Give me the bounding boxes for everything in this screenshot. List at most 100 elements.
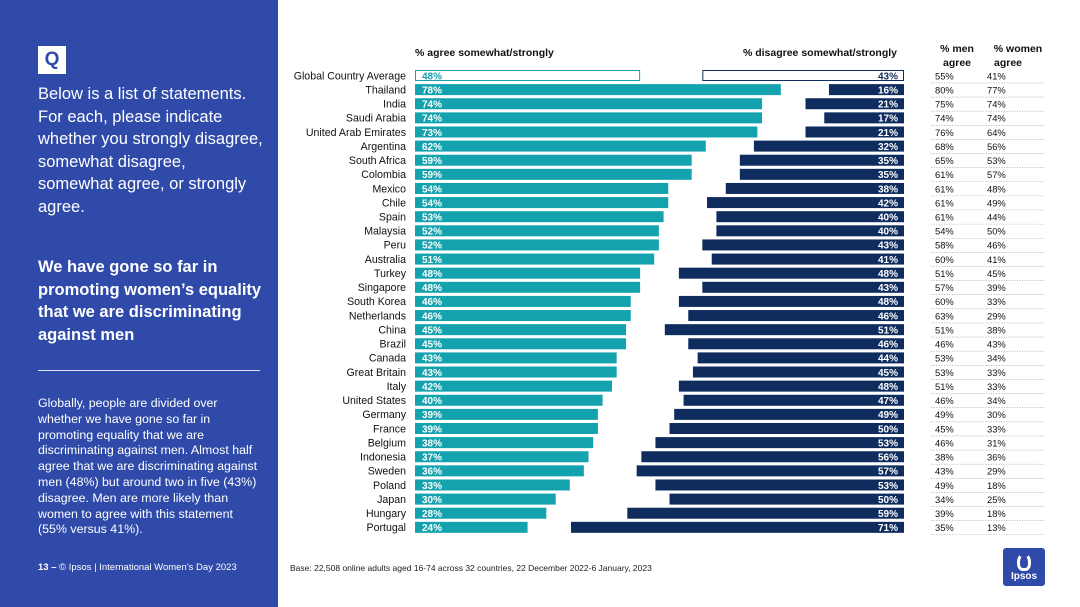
women-agree-value: 74% [987, 99, 1006, 110]
agree-value-label: 37% [422, 453, 442, 464]
men-agree-value: 74% [935, 113, 954, 124]
divider [38, 370, 260, 371]
disagree-value-label: 16% [878, 85, 898, 96]
disagree-bar [669, 423, 904, 434]
agree-bar [415, 168, 692, 180]
country-label: Peru [384, 240, 406, 252]
men-agree-value: 58% [935, 240, 954, 251]
country-label: Italy [387, 381, 407, 393]
women-agree-value: 43% [987, 339, 1006, 350]
agree-value-label: 53% [422, 213, 442, 224]
disagree-bar [674, 408, 904, 420]
country-label: Belgium [368, 437, 406, 449]
men-header-2: agree [943, 57, 971, 69]
country-label: Australia [365, 254, 406, 266]
agree-bar [415, 84, 781, 96]
disagree-bar [828, 84, 904, 96]
women-agree-value: 33% [987, 296, 1006, 307]
women-agree-value: 29% [987, 466, 1006, 477]
disagree-value-label: 59% [878, 509, 898, 520]
disagree-bar [725, 182, 904, 194]
men-agree-value: 61% [935, 169, 954, 180]
women-agree-value: 18% [987, 508, 1006, 519]
disagree-bar [688, 338, 904, 350]
men-agree-value: 80% [935, 84, 954, 95]
women-agree-value: 34% [987, 353, 1006, 364]
agree-value-label: 39% [422, 410, 442, 421]
disagree-value-label: 50% [878, 495, 898, 506]
ipsos-logo: Ipsos [1003, 548, 1045, 586]
men-agree-value: 53% [935, 367, 954, 378]
agree-bar [415, 451, 589, 463]
country-label: Global Country Average [294, 70, 406, 82]
disagree-value-label: 51% [878, 325, 898, 336]
men-agree-value: 61% [935, 183, 954, 194]
agree-bar [415, 239, 659, 251]
agree-value-label: 33% [422, 481, 442, 492]
disagree-value-label: 48% [878, 297, 898, 308]
country-label: Indonesia [360, 452, 406, 464]
women-agree-value: 29% [987, 310, 1006, 321]
country-label: United States [342, 395, 406, 407]
agree-value-label: 74% [422, 100, 442, 111]
footer-separator: – [51, 562, 57, 573]
agree-bar [415, 281, 641, 293]
country-label: United Arab Emirates [306, 127, 406, 139]
agree-bar [415, 465, 584, 477]
country-label: Malaysia [364, 226, 406, 238]
agree-header: % agree somewhat/strongly [415, 47, 554, 59]
men-agree-value: 65% [935, 155, 954, 166]
disagree-bar [664, 324, 904, 336]
agree-bar [415, 324, 627, 336]
agree-value-label: 39% [422, 424, 442, 435]
agree-bar [415, 126, 758, 138]
country-label: Portugal [367, 522, 406, 534]
country-label: Hungary [366, 508, 407, 520]
agree-value-label: 52% [422, 227, 442, 238]
disagree-bar [655, 437, 904, 449]
women-agree-value: 56% [987, 141, 1006, 152]
disagree-bar [678, 380, 904, 392]
agree-bar [415, 197, 669, 209]
sidebar: Q Below is a list of statements. For eac… [0, 0, 278, 607]
statement-text: We have gone so far in promoting women’s… [38, 258, 262, 344]
women-agree-value: 33% [987, 367, 1006, 378]
agree-value-label: 48% [422, 71, 442, 82]
men-agree-value: 76% [935, 127, 954, 138]
agree-value-label: 54% [422, 198, 442, 209]
logo-swoosh-icon [1017, 553, 1031, 571]
disagree-value-label: 53% [878, 481, 898, 492]
agree-value-label: 45% [422, 325, 442, 336]
country-label: Brazil [380, 339, 407, 351]
women-agree-value: 57% [987, 169, 1006, 180]
women-agree-value: 36% [987, 452, 1006, 463]
disagree-value-label: 35% [878, 156, 898, 167]
agree-value-label: 59% [422, 170, 442, 181]
women-agree-value: 53% [987, 155, 1006, 166]
disagree-bar [702, 70, 905, 81]
agree-bar [415, 521, 528, 533]
women-agree-value: 44% [987, 212, 1006, 223]
women-agree-value: 25% [987, 494, 1006, 505]
disagree-value-label: 48% [878, 382, 898, 393]
disagree-value-label: 43% [878, 71, 898, 82]
agree-bar [415, 366, 617, 378]
women-agree-value: 46% [987, 240, 1006, 251]
agree-bar [415, 253, 655, 265]
agree-bar [415, 70, 641, 81]
women-header-2: agree [994, 57, 1022, 69]
men-agree-value: 46% [935, 395, 954, 406]
women-agree-value: 31% [987, 437, 1006, 448]
country-label: Mexico [372, 183, 406, 195]
disagree-value-label: 45% [878, 368, 898, 379]
disagree-value-label: 35% [878, 170, 898, 181]
women-agree-value: 48% [987, 183, 1006, 194]
country-label: Argentina [361, 141, 406, 153]
disagree-bar [692, 366, 904, 378]
women-agree-value: 18% [987, 480, 1006, 491]
footer-text: © Ipsos | International Women’s Day 2023 [59, 562, 237, 573]
disagree-bar [627, 507, 904, 519]
agree-bar [415, 295, 631, 307]
women-agree-value: 33% [987, 381, 1006, 392]
men-agree-value: 54% [935, 226, 954, 237]
